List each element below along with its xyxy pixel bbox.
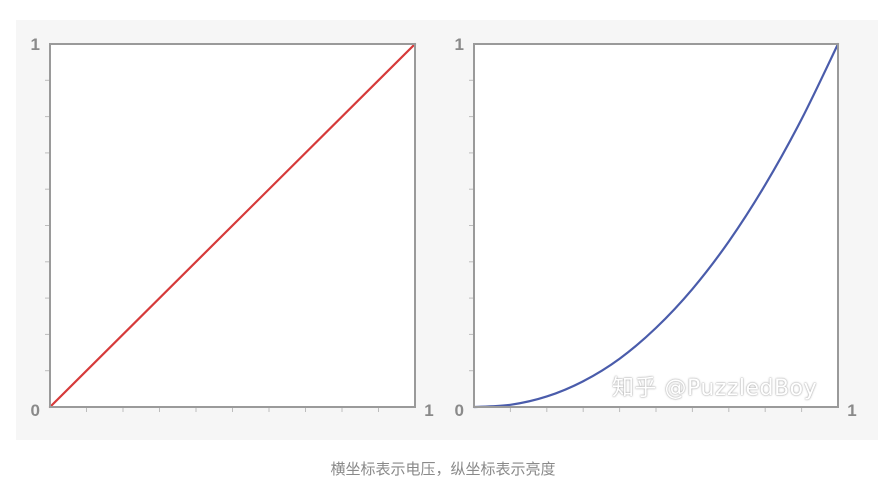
chart1-series-line-1 xyxy=(48,42,417,409)
chart1-x-right-tick-label: 1 xyxy=(424,401,433,420)
chart2-plot-frame xyxy=(473,43,839,408)
figure-caption: 横坐标表示电压，纵坐标表示亮度 xyxy=(330,460,556,478)
chart2-plot-area xyxy=(474,44,838,407)
chart1-plot-frame xyxy=(49,43,416,408)
chart1-origin-tick-label: 0 xyxy=(31,401,40,420)
charts-svg: 1 0 1 1 0 1 xyxy=(31,35,857,420)
chart1-y-top-tick-label: 1 xyxy=(31,35,40,54)
chart2-series-line-1 xyxy=(472,42,840,409)
chart2-origin-tick-label: 0 xyxy=(455,401,464,420)
chart2-y-top-tick-label: 1 xyxy=(455,35,464,54)
chart2-x-right-tick-label: 1 xyxy=(847,401,856,420)
watermark-text: 知乎 @PuzzledBoy xyxy=(612,376,818,401)
figure-panel: 1 0 1 1 0 1 xyxy=(16,20,878,440)
